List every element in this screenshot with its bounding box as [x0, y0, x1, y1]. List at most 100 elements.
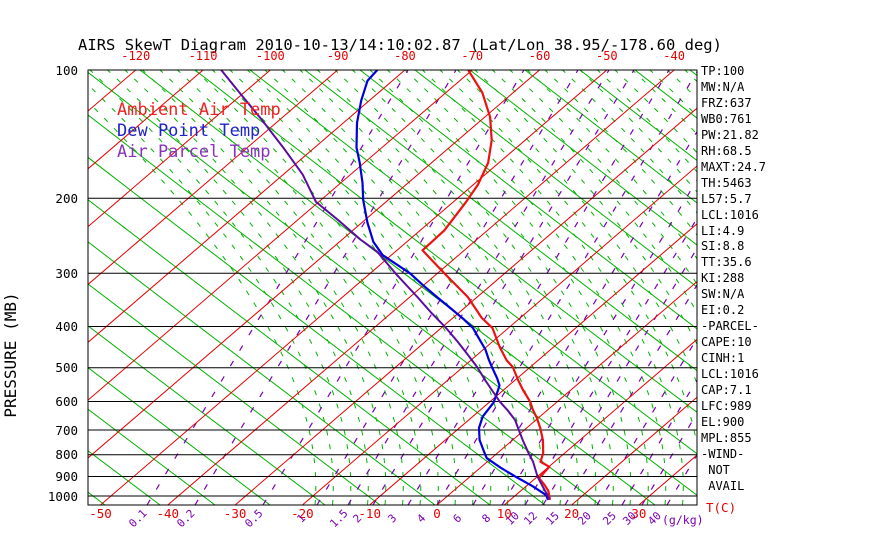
moist-adiabat-line [667, 70, 697, 100]
moist-adiabat-line [492, 70, 697, 314]
isotherm-line [774, 70, 870, 505]
moist-adiabat-line [282, 70, 544, 505]
curve-ambient-air-temp [421, 70, 552, 501]
moist-adiabat-line [159, 70, 422, 505]
moist-adiabat-line [457, 70, 697, 385]
bottom-axis-tick: 0 [433, 506, 441, 521]
mixing-ratio-line [146, 70, 409, 505]
page-title: AIRS SkewT Diagram 2010-10-13/14:10:02.8… [78, 36, 722, 54]
mixing-ratio-line [372, 70, 635, 505]
isotherm-line [88, 70, 540, 459]
dry-adiabat-line [524, 70, 697, 204]
pressure-axis-tick: 600 [55, 393, 78, 409]
stats-line: PW:21.82 [701, 127, 759, 142]
moist-adiabat-line [422, 70, 684, 505]
stats-line: AVAIL [701, 478, 745, 493]
top-axis-tick: -100 [255, 49, 285, 63]
stats-panel: TP:100 MW:N/A FRZ:637 WB0:761 PW:21.82 RH:68.… [701, 64, 766, 495]
top-axis-tick: -80 [394, 49, 416, 63]
pressure-axis-tick: 800 [55, 447, 78, 463]
mixing-ratio-line [262, 70, 525, 505]
stats-line: EL:900 [701, 414, 745, 429]
moist-adiabat-line [124, 70, 387, 505]
skewt-grid [88, 70, 870, 505]
moist-adiabat-line [597, 70, 697, 173]
dry-adiabat-line [469, 70, 697, 246]
moist-adiabat-line [264, 70, 527, 505]
moist-adiabat-line [229, 70, 492, 505]
isotherm-line [436, 280, 697, 505]
plot-frame [87, 69, 698, 506]
moist-adiabat-line [107, 70, 369, 505]
stats-line: LFC:989 [701, 399, 752, 414]
dry-adiabat-line [249, 70, 697, 413]
dry-adiabat-line [88, 408, 216, 505]
isotherm-line [100, 70, 608, 505]
isotherm-line [234, 107, 697, 505]
stats-line: SI:8.8 [701, 239, 745, 254]
mixing-ratio-line [472, 130, 697, 505]
stats-line: FRZ:637 [701, 95, 752, 110]
stats-line: EI:0.2 [701, 303, 745, 318]
pressure-axis-tick: 200 [55, 190, 78, 206]
curve-dew-point-temp [355, 70, 550, 501]
moist-adiabat-line [439, 70, 697, 449]
moist-adiabat-line [562, 70, 697, 214]
mixing-ratio-unit-label: (g/kg) [662, 513, 704, 527]
mixing-ratio-line [316, 70, 579, 505]
dry-adiabat-line [139, 70, 697, 496]
isotherm-line [571, 396, 697, 505]
stats-line: -PARCEL- [701, 319, 759, 334]
moist-adiabat-line [369, 70, 632, 505]
top-axis-tick: -40 [663, 49, 685, 63]
moist-adiabat-line [334, 70, 597, 505]
isotherm-line [167, 70, 675, 505]
dry-adiabat-line [88, 199, 491, 505]
dry-adiabat-line [304, 70, 697, 372]
moist-adiabat-line [194, 70, 457, 505]
bottom-axis-tick: -30 [223, 506, 247, 521]
mixing-ratio-line [436, 70, 697, 505]
moist-adiabat-line [212, 70, 474, 505]
stats-line: NOT [701, 462, 730, 477]
top-axis-tick: -110 [188, 49, 218, 63]
mixing-ratio-line [542, 247, 697, 505]
bottom-axis-tick: -50 [89, 506, 112, 521]
top-axis-tick: -90 [326, 49, 349, 63]
bottom-axis-tick: -10 [358, 506, 381, 521]
stats-line: TP:100 [701, 64, 745, 78]
moist-adiabat-line [579, 70, 697, 193]
bottom-axis-tick: 20 [564, 506, 580, 521]
mixing-ratio-line [194, 70, 457, 505]
moist-adiabat-line [88, 84, 334, 505]
stats-line: -WIND- [701, 446, 745, 461]
pressure-axis-tick: 100 [55, 62, 78, 78]
pressure-axis-title-text: PRESSURE (MB) [1, 292, 20, 418]
stats-line: TT:35.6 [701, 255, 752, 270]
isotherm-line [302, 165, 697, 505]
isotherm-line [503, 338, 697, 505]
moist-adiabat-line [88, 101, 317, 505]
moist-adiabat-line [404, 70, 667, 505]
pressure-axis-tick: 900 [55, 469, 78, 484]
stats-line: MW:N/A [701, 79, 745, 94]
dry-adiabat-line [359, 70, 697, 330]
moist-adiabat-line [614, 70, 697, 154]
mixing-ratio-line [347, 70, 610, 505]
pressure-axis-tick: 700 [55, 422, 78, 438]
mixing-ratio-line [407, 70, 670, 505]
bottom-axis-tick: -20 [291, 506, 314, 521]
mixing-ratio-line [501, 178, 697, 505]
isotherm-line [88, 70, 271, 228]
top-axis-tick: -70 [461, 49, 484, 63]
isotherm-line [88, 70, 338, 286]
moist-adiabat-line [247, 70, 509, 505]
dry-adiabat-line [88, 325, 326, 505]
stats-line: LCL:1016 [701, 207, 759, 222]
moist-adiabat-line [89, 70, 352, 505]
moist-adiabat-line [142, 70, 404, 505]
dry-adiabat-line [88, 283, 381, 505]
stats-line: MPL:855 [701, 430, 752, 445]
